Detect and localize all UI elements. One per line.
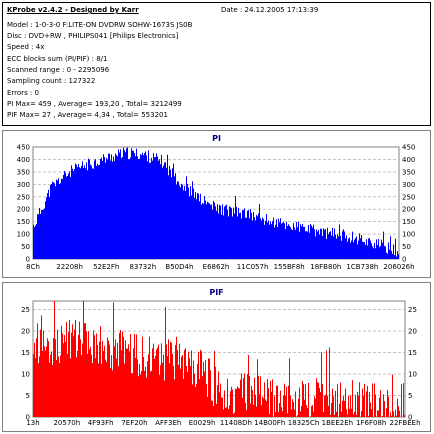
x-tick-label: 1BEE2Eh	[322, 419, 353, 427]
pi-chart: 0 0 50 50 100 100 150 150 200 200 250 250 300 300 350 3…	[17, 144, 416, 272]
x-tick-label: AFF3Eh	[155, 419, 181, 427]
y-tick-label-left: 50	[21, 243, 30, 251]
data-bars	[33, 147, 399, 259]
report-header: KProbe v2.4.2 - Designed by Karr Date : …	[2, 2, 431, 126]
pi-chart-title: PI	[212, 134, 221, 143]
x-tick-label: 18325Ch	[288, 419, 320, 427]
x-tick-label: 22FBEEh	[389, 419, 420, 427]
pif-chart: 0 0 5 5 10 10 15 15 20 20 25 25 13h 20570h 4F93Fh 7EF20…	[21, 300, 421, 427]
pif-summary: PIF Max= 27 , Average= 4,34 , Total= 553…	[7, 111, 168, 119]
y-tick-label-right: 200	[402, 206, 415, 214]
y-tick-label-left: 0	[26, 256, 30, 264]
speed-info: Speed : 4x	[7, 43, 45, 51]
pi-chart-panel: PI 0 0 50 50 100 100 150 150 200 200 250 250 300 300 3…	[2, 130, 431, 278]
sampling-count: Sampling count : 127322	[7, 77, 96, 85]
x-tick-label: 7EF20h	[121, 419, 147, 427]
y-tick-label-right: 50	[402, 243, 411, 251]
app-title: KProbe v2.4.2 - Designed by Karr	[7, 6, 139, 14]
y-tick-label-left: 400	[17, 156, 30, 164]
y-tick-label-right: 5	[408, 392, 412, 400]
y-tick-label-left: 250	[17, 193, 30, 201]
x-tick-label: 18FB80h	[310, 263, 341, 271]
scan-date: Date : 24.12.2005 17:13:39	[221, 6, 319, 14]
y-tick-label-left: 5	[26, 392, 30, 400]
y-tick-label-left: 100	[17, 231, 30, 239]
y-tick-label-right: 0	[402, 256, 406, 264]
x-tick-label: 11C057h	[237, 263, 269, 271]
x-tick-label: 52E2Fh	[93, 263, 119, 271]
x-tick-label: 83732h	[129, 263, 156, 271]
y-tick-label-right: 350	[402, 168, 415, 176]
y-tick-label-right: 25	[408, 306, 417, 314]
y-tick-label-left: 20	[21, 328, 30, 336]
pif-chart-panel: PIF 0 0 5 5 10 10 15 15 20 20 25 25 13h 20570h 4F93Fh 7…	[2, 282, 431, 432]
errors-count: Errors : 0	[7, 89, 39, 97]
y-tick-label-left: 200	[17, 206, 30, 214]
y-tick-label-left: 25	[21, 306, 30, 314]
y-tick-label-right: 0	[408, 414, 412, 422]
y-tick-label-right: 20	[408, 328, 417, 336]
ecc-blocks-sum: ECC blocks sum (PI/PIF) : 8/1	[7, 55, 108, 63]
y-tick-label-right: 450	[402, 144, 415, 152]
x-tick-label: 13h	[26, 419, 39, 427]
disc-info: Disc : DVD+RW , PHILIPS041 [Philips Elec…	[7, 32, 179, 40]
y-tick-label-right: 15	[408, 349, 417, 357]
x-tick-label: 11408Dh	[220, 419, 252, 427]
x-tick-label: 14B00Fh	[254, 419, 285, 427]
x-tick-label: 1F6F08h	[356, 419, 386, 427]
y-tick-label-right: 400	[402, 156, 415, 164]
scanned-range: Scanned range : 0 - 2295096	[7, 66, 110, 74]
y-tick-label-left: 300	[17, 181, 30, 189]
drive-model: Model : 1-0-3-0 F:LITE-ON DVDRW SOHW-167…	[7, 21, 193, 29]
x-tick-label: E6862h	[203, 263, 230, 271]
y-tick-label-left: 150	[17, 218, 30, 226]
x-tick-label: 22208h	[56, 263, 83, 271]
x-tick-label: 206026h	[383, 263, 414, 271]
x-tick-label: E0029h	[189, 419, 216, 427]
x-tick-label: 155BF8h	[274, 263, 305, 271]
pi-summary: PI Max= 459 , Average= 193,20 , Total= 3…	[7, 100, 182, 108]
y-tick-label-right: 100	[402, 231, 415, 239]
x-tick-label: 20570h	[53, 419, 80, 427]
y-tick-label-left: 0	[26, 414, 30, 422]
x-tick-label: 8Ch	[26, 263, 40, 271]
y-tick-label-left: 15	[21, 349, 30, 357]
y-tick-label-right: 10	[408, 371, 417, 379]
data-bars	[33, 301, 405, 417]
y-tick-label-right: 250	[402, 193, 415, 201]
x-tick-label: B50D4h	[165, 263, 193, 271]
y-tick-label-left: 10	[21, 371, 30, 379]
pif-chart-title: PIF	[209, 288, 224, 297]
y-tick-label-right: 300	[402, 181, 415, 189]
y-tick-label-right: 150	[402, 218, 415, 226]
x-tick-label: 4F93Fh	[88, 419, 114, 427]
y-tick-label-left: 350	[17, 168, 30, 176]
y-tick-label-left: 450	[17, 144, 30, 152]
x-tick-label: 1CB738h	[346, 263, 378, 271]
